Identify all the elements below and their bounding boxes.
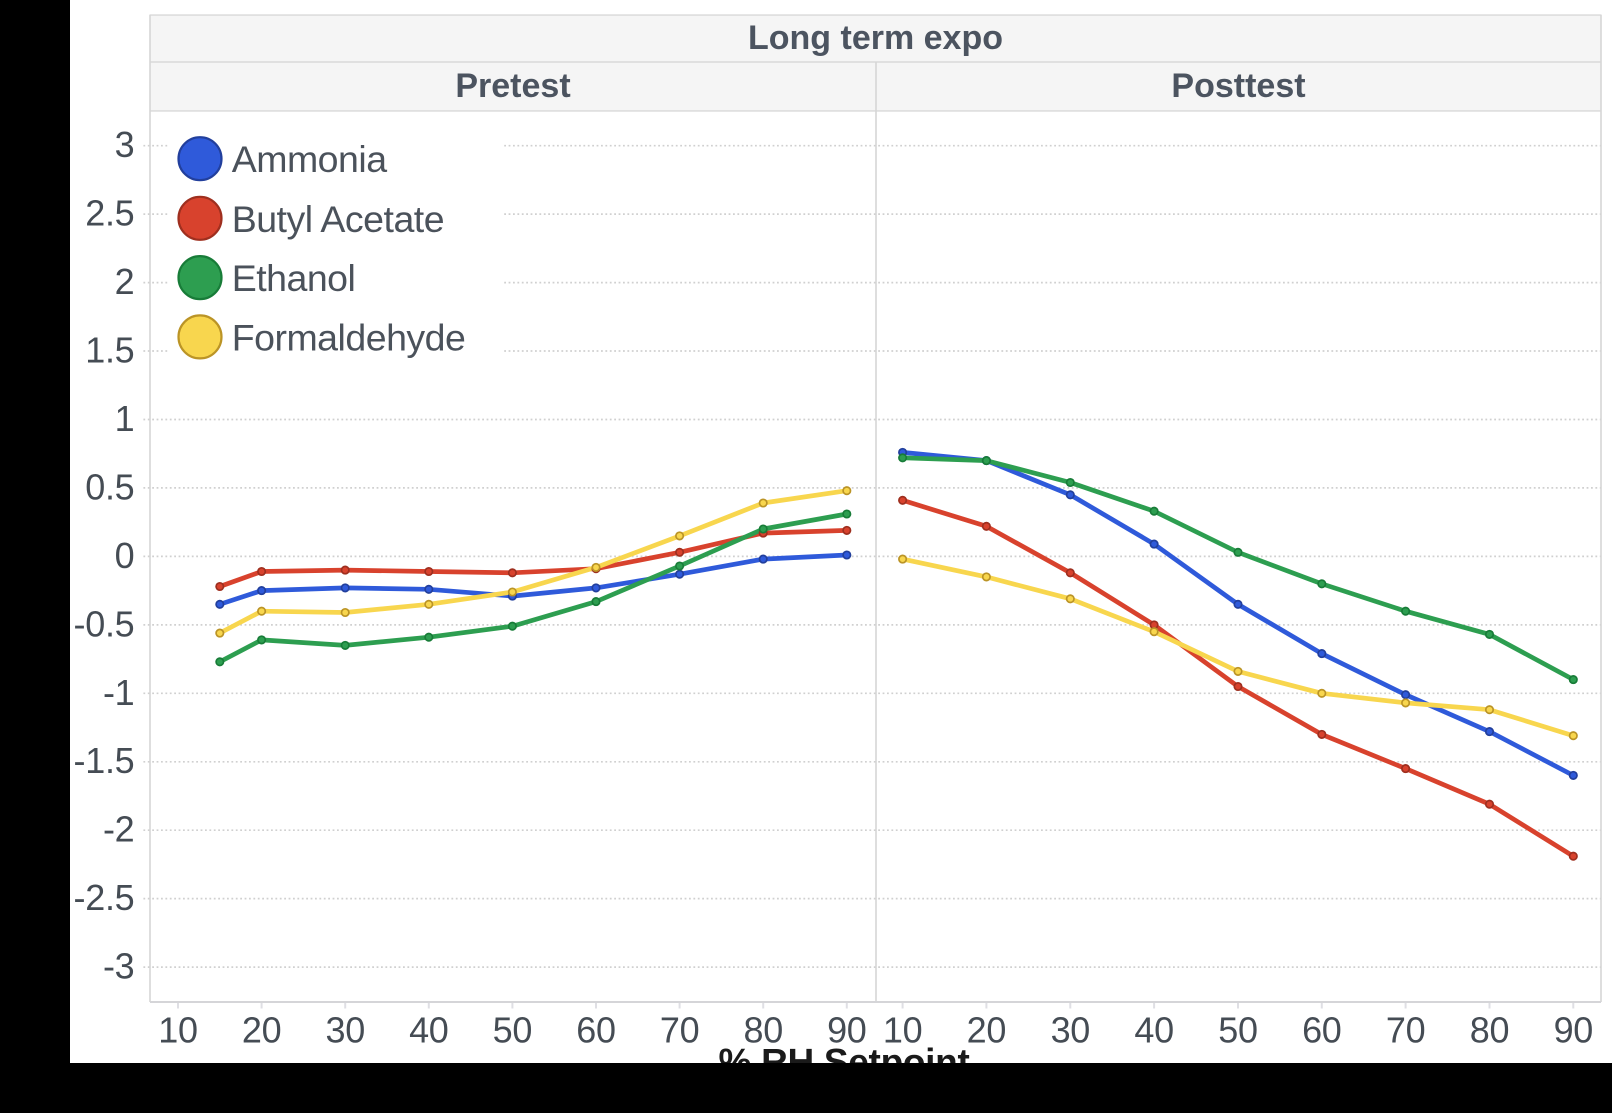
svg-text:1.5: 1.5 bbox=[85, 330, 134, 371]
svg-text:80: 80 bbox=[1470, 1010, 1509, 1051]
svg-text:40: 40 bbox=[1134, 1010, 1173, 1051]
svg-text:60: 60 bbox=[576, 1010, 615, 1051]
svg-text:70: 70 bbox=[660, 1010, 699, 1051]
svg-text:30: 30 bbox=[1051, 1010, 1090, 1051]
svg-text:90: 90 bbox=[827, 1010, 866, 1051]
svg-text:10: 10 bbox=[158, 1010, 197, 1051]
svg-text:Ammonia: Ammonia bbox=[232, 138, 388, 180]
svg-text:0.5: 0.5 bbox=[85, 466, 134, 507]
svg-text:Butyl Acetate: Butyl Acetate bbox=[232, 198, 444, 240]
svg-text:Long term expo: Long term expo bbox=[748, 19, 1003, 57]
svg-text:90: 90 bbox=[1554, 1010, 1593, 1051]
svg-text:50: 50 bbox=[1218, 1010, 1257, 1051]
svg-text:20: 20 bbox=[967, 1010, 1006, 1051]
svg-text:3: 3 bbox=[115, 124, 135, 165]
svg-text:0: 0 bbox=[115, 535, 135, 576]
svg-text:40: 40 bbox=[409, 1010, 448, 1051]
svg-text:80: 80 bbox=[743, 1010, 782, 1051]
svg-text:50: 50 bbox=[493, 1010, 532, 1051]
svg-text:Formaldehyde: Formaldehyde bbox=[232, 316, 466, 358]
svg-text:-2.5: -2.5 bbox=[74, 877, 135, 918]
svg-text:-1: -1 bbox=[103, 672, 134, 713]
svg-text:-3: -3 bbox=[103, 946, 134, 987]
svg-text:% RH Setpoint: % RH Setpoint bbox=[719, 1042, 970, 1064]
svg-text:10: 10 bbox=[883, 1010, 922, 1051]
svg-text:-2: -2 bbox=[103, 809, 134, 850]
svg-text:20: 20 bbox=[242, 1010, 281, 1051]
svg-text:30: 30 bbox=[325, 1010, 364, 1051]
svg-text:-1.5: -1.5 bbox=[74, 740, 135, 781]
svg-text:Ethanol: Ethanol bbox=[232, 257, 356, 299]
svg-text:60: 60 bbox=[1302, 1010, 1341, 1051]
svg-text:2.5: 2.5 bbox=[85, 193, 134, 234]
svg-text:70: 70 bbox=[1386, 1010, 1425, 1051]
svg-text:2: 2 bbox=[115, 261, 135, 302]
svg-text:Posttest: Posttest bbox=[1171, 67, 1305, 105]
svg-text:1: 1 bbox=[115, 398, 135, 439]
svg-text:-0.5: -0.5 bbox=[74, 603, 135, 644]
svg-text:Pretest: Pretest bbox=[455, 67, 570, 105]
